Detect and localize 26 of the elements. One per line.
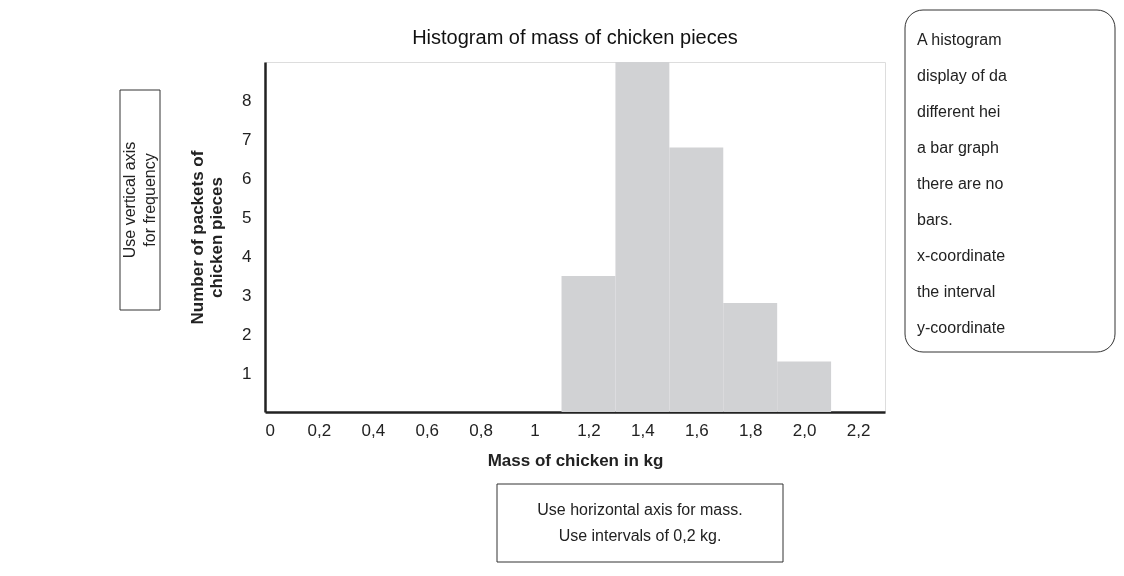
y-axis-title: Number of packets of chicken pieces [188,150,227,325]
y-tick-label: 4 [242,246,252,266]
text: Use vertical axis for frequency [121,141,158,259]
x-tick-label: 1,8 [738,420,763,440]
chart-title: Histogram of mass of chicken pieces [412,26,738,48]
x-axis-title: Mass of chicken in kg [487,450,664,470]
text: A histogram display of da different hei a bar graph there are no bars. x-coordinate the interval y-coordinate [917,31,1007,336]
x-tick-label: 0,6 [415,420,440,440]
y-tick-label: 5 [242,208,252,228]
x-tick-label: 1,2 [577,420,601,440]
x-tick-label: 1,6 [684,420,709,440]
y-tick-label: 8 [242,91,252,111]
x-tick-label: 0,2 [307,420,332,440]
x-tick-label: 1 [530,420,540,440]
x-tick-label: 0,4 [361,420,386,440]
x-tick-label: 2,2 [846,420,871,440]
y-tick-label: 7 [242,130,252,150]
y-tick-label: 6 [242,169,252,189]
x-tick-label: 0 [265,420,275,440]
y-tick-label: 3 [242,285,252,305]
y-tick-label: 2 [242,324,252,344]
text: Use horizontal axis for mass. Use intervals of 0,2 kg. [537,501,743,544]
y-tick-label: 1 [242,363,252,383]
x-tick-label: 1,4 [631,420,655,440]
x-tick-label: 0,8 [469,420,493,440]
x-tick-label: 2,0 [792,420,817,440]
